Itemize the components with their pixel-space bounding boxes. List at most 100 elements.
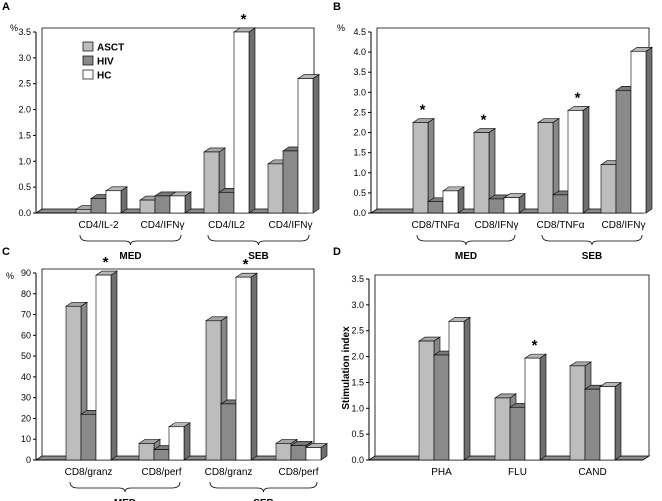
bar-front: [95, 274, 112, 461]
significance-star: *: [241, 11, 247, 28]
bar-front: [139, 199, 156, 214]
legend-swatch-hc: [82, 69, 94, 80]
bar-front: [168, 426, 185, 461]
significance-star: *: [103, 254, 109, 271]
y-tick-label: 20: [21, 413, 31, 423]
y-axis-label: %: [10, 23, 18, 33]
bar-front: [305, 447, 322, 461]
y-tick-label: 2.0: [18, 105, 31, 115]
group-label: MED: [119, 251, 141, 262]
y-tick-label: 0.0: [353, 208, 366, 218]
bar-hc: [169, 191, 192, 214]
bar-front: [218, 192, 235, 214]
significance-star: *: [575, 89, 581, 106]
bar-front: [220, 403, 237, 461]
bar-hc: [448, 316, 471, 461]
y-tick-label: 4.0: [353, 47, 366, 57]
group-brace: [69, 481, 181, 493]
y-tick-label: 80: [21, 289, 31, 299]
bar-hc: [567, 105, 590, 214]
bar-front: [233, 31, 250, 214]
bar-side: [645, 46, 653, 214]
bar-hc: [105, 186, 128, 214]
y-tick-label: 3.0: [351, 300, 364, 310]
panel-label: B: [333, 1, 341, 13]
bar-asct: [412, 117, 435, 214]
bar-front: [488, 198, 505, 214]
panel-label: C: [2, 246, 10, 258]
bar-front: [290, 445, 307, 461]
y-tick-label: 2.5: [18, 79, 31, 89]
legend-swatch-hiv: [82, 55, 94, 66]
category-label: CD4/IFNγ: [141, 220, 185, 231]
y-tick-label: 0.5: [18, 182, 31, 192]
bar-hc: [599, 382, 622, 461]
bar-front: [203, 151, 220, 214]
bar-side: [457, 186, 465, 214]
bar-front: [153, 449, 170, 461]
y-tick-label: 0: [26, 455, 31, 465]
bar-front: [615, 90, 632, 214]
group-label: SEB: [582, 251, 603, 262]
y-tick-label: 2.0: [353, 128, 366, 138]
y-tick-label: 1.5: [351, 377, 364, 387]
bar-front: [569, 365, 586, 461]
bar-front: [138, 443, 155, 461]
bar-front: [600, 164, 617, 214]
bar-side: [312, 73, 320, 214]
panel-a: A 0.0 0.5 1.0 1.5 2.0 2.5 3.0 3.5% CD4/IL-2 CD4/IF…: [2, 1, 320, 262]
group-brace: [209, 481, 318, 493]
bar-front: [267, 163, 284, 214]
bar-hc: [503, 193, 526, 214]
significance-star: *: [532, 337, 538, 354]
bar-side: [250, 272, 258, 461]
bar-hc: [168, 422, 191, 461]
bar-front: [473, 132, 490, 214]
category-label: CD4/IL2: [208, 220, 245, 231]
bar-side: [463, 316, 471, 461]
y-tick-label: 1.5: [353, 148, 366, 158]
bar-front: [75, 209, 92, 214]
bar-front: [509, 406, 526, 461]
y-tick-label: 50: [21, 351, 31, 361]
legend-label: ASCT: [97, 43, 124, 54]
bar-front: [503, 197, 520, 214]
bar-front: [567, 110, 584, 214]
bar-front: [105, 190, 122, 214]
legend-label: HC: [97, 71, 111, 82]
y-tick-label: 40: [21, 372, 31, 382]
category-label: PHA: [431, 467, 452, 478]
group-label: MED: [455, 251, 477, 262]
y-tick-label: 2.5: [351, 326, 364, 336]
category-label: CD8/granz: [65, 467, 113, 478]
y-tick-label: 3.5: [351, 274, 364, 284]
legend-swatch-asct: [82, 41, 94, 52]
plot-wall: [41, 268, 315, 456]
y-axis-label: %: [337, 23, 345, 33]
panel-d: D 0.0 0.5 1.0 1.5 2.0 2.5 3.0 3.5 Stimulation ind…: [333, 246, 651, 478]
panel-c: C 0 10 20 30 40 50 60 70 80 90% CD8/granz CD8/perf CD…: [2, 246, 328, 501]
category-label: CD8/TNFα: [411, 220, 459, 231]
group-label: MED: [114, 498, 136, 501]
y-tick-label: 10: [21, 434, 31, 444]
y-axis-label: %: [6, 271, 14, 281]
plot-wall: [374, 274, 650, 456]
bar-front: [433, 354, 450, 461]
bar-hc: [630, 46, 653, 214]
bar-hc: [233, 27, 256, 214]
y-tick-label: 3.0: [18, 53, 31, 63]
group-brace: [79, 234, 182, 246]
category-label: CD8/IFNγ: [602, 220, 646, 231]
significance-star: *: [243, 256, 249, 273]
y-axis-label: Stimulation index: [341, 326, 352, 410]
legend: ASCT HIV HC: [82, 41, 124, 82]
bar-front: [599, 386, 616, 461]
group-brace: [207, 234, 310, 246]
panel-label: A: [2, 1, 10, 13]
bar-hc: [524, 353, 547, 461]
bar-side: [582, 105, 590, 214]
bar-hc: [305, 442, 328, 461]
bar-front: [524, 357, 541, 461]
bar-front: [412, 122, 429, 214]
